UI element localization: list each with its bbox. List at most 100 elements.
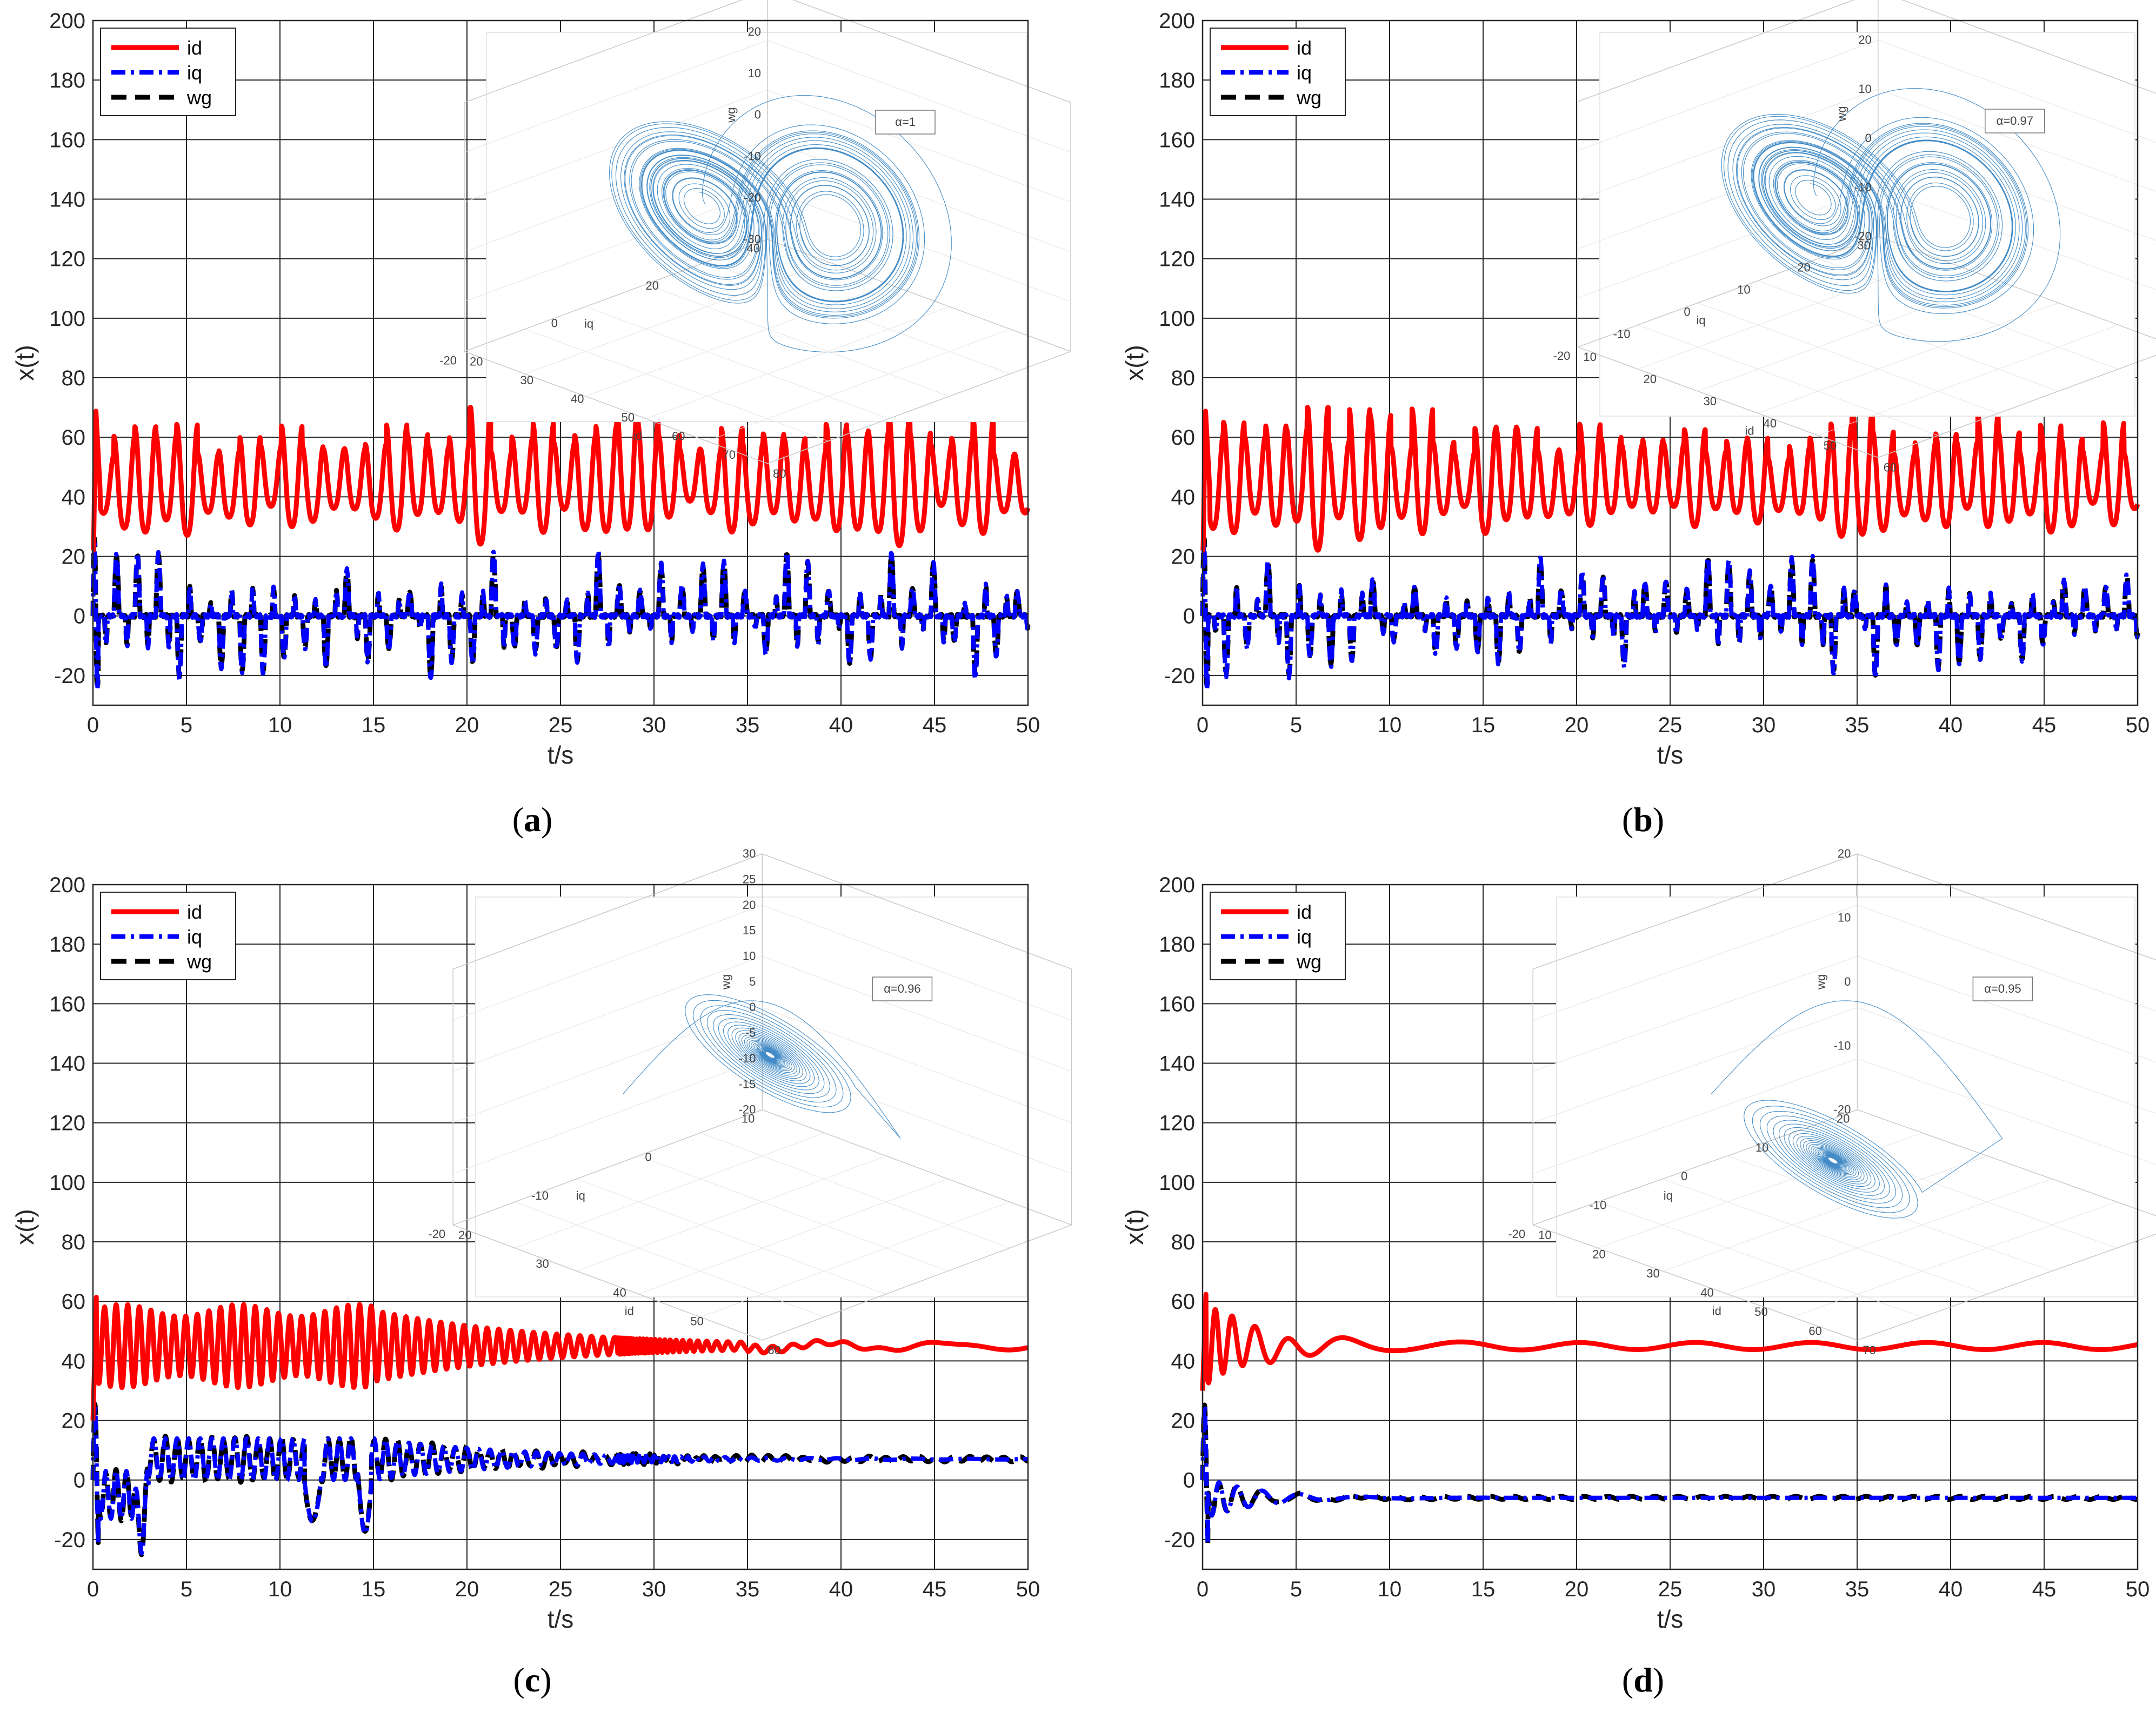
x-tick-label: 10 bbox=[1378, 713, 1402, 737]
inset-iq-tick: 10 bbox=[1755, 1141, 1768, 1154]
inset-id-tick: 20 bbox=[1592, 1247, 1605, 1261]
caption-paren-close: ) bbox=[541, 800, 552, 839]
series-iq-line bbox=[1200, 1403, 2140, 1547]
legend: id iq wg bbox=[100, 892, 236, 980]
y-tick-label: 80 bbox=[62, 1230, 86, 1254]
inset-grid-line bbox=[1727, 1155, 2052, 1272]
x-tick-label: 50 bbox=[1016, 1577, 1040, 1601]
inset-box-edge bbox=[452, 1109, 763, 1226]
caption-paren-close: ) bbox=[1653, 800, 1664, 839]
x-axis-label: t/s bbox=[548, 1605, 574, 1633]
inset-box-edge bbox=[452, 853, 763, 969]
x-tick-label: 35 bbox=[736, 713, 760, 737]
inset-wg-tick: 0 bbox=[755, 108, 761, 122]
panel-a: α=1-30-20-10010203020304050607080-200204… bbox=[11, 0, 1071, 839]
inset-phase-portrait: α=0.95 -20 -10 0 10 20 10 20 30 40 50 60 70 -20 -10 0 10… bbox=[1508, 847, 2156, 1357]
inset-alpha-label: α=0.96 bbox=[884, 982, 920, 995]
inset-grid-line bbox=[706, 329, 1010, 442]
y-tick-label: 180 bbox=[49, 933, 85, 957]
inset-box-edge bbox=[464, 0, 743, 103]
inset-grid-line bbox=[767, 90, 1071, 203]
inset-box-edge bbox=[1857, 1109, 2156, 1216]
inset-id-label: id bbox=[625, 1304, 634, 1317]
inset-wg-tick: -20 bbox=[739, 1103, 756, 1116]
inset-grid-line bbox=[464, 139, 768, 252]
x-tick-label: 45 bbox=[923, 713, 947, 737]
panel-caption: (d) bbox=[1622, 1661, 1664, 1699]
inset-id-tick: 60 bbox=[672, 430, 685, 443]
inset-box-edge bbox=[452, 1225, 763, 1341]
y-axis-label: x(t) bbox=[11, 345, 39, 380]
x-tick-label: 20 bbox=[455, 1577, 479, 1601]
x-tick-label: 45 bbox=[923, 1577, 947, 1601]
inset-grid-line bbox=[762, 1007, 1072, 1123]
inset-grid-line bbox=[1532, 1058, 1858, 1174]
inset-grid-line bbox=[585, 306, 889, 419]
y-tick-label: 20 bbox=[62, 545, 86, 569]
caption-letter: a bbox=[524, 800, 541, 839]
inset-grid-line bbox=[1638, 258, 1939, 370]
x-tick-label: 10 bbox=[1378, 1577, 1402, 1601]
x-tick-label: 30 bbox=[642, 713, 666, 737]
x-tick-label: 20 bbox=[1565, 713, 1589, 737]
y-axis-label: x(t) bbox=[1120, 345, 1149, 380]
legend-label-id: id bbox=[187, 901, 202, 923]
x-tick-label: 15 bbox=[362, 1577, 386, 1601]
inset-box-edge bbox=[762, 1225, 1072, 1341]
inset-box-edge bbox=[464, 239, 768, 352]
series-iq-line bbox=[91, 1403, 1030, 1556]
inset-id-tick: 30 bbox=[1646, 1267, 1659, 1280]
legend-label-id: id bbox=[1297, 901, 1312, 923]
inset-iq-tick: 0 bbox=[1684, 305, 1690, 318]
y-tick-label: 20 bbox=[62, 1409, 86, 1433]
inset-grid-line bbox=[1598, 1201, 1923, 1317]
x-tick-label: 50 bbox=[2126, 1577, 2150, 1601]
inset-id-tick: 20 bbox=[470, 354, 483, 368]
inset-wg-tick: 10 bbox=[748, 66, 761, 80]
inset-box-edge bbox=[1578, 346, 1879, 458]
legend-label-wg: wg bbox=[1296, 951, 1321, 973]
inset-grid-line bbox=[1698, 302, 1999, 414]
y-tick-label: 20 bbox=[1171, 1409, 1196, 1433]
inset-wg-tick: -20 bbox=[744, 191, 761, 204]
y-tick-label: -20 bbox=[1164, 664, 1195, 688]
y-tick-label: 140 bbox=[49, 1052, 85, 1076]
inset-grid-line bbox=[576, 1179, 886, 1295]
inset-id-tick: 50 bbox=[622, 411, 635, 424]
y-tick-label: -20 bbox=[54, 1528, 85, 1552]
inset-box-edge bbox=[767, 239, 1071, 352]
inset-iq-tick: 20 bbox=[1797, 261, 1810, 275]
y-tick-label: 100 bbox=[1159, 307, 1195, 331]
inset-grid-line bbox=[515, 1201, 825, 1317]
inset-box-edge bbox=[1857, 853, 2156, 961]
inset-wg-tick: -15 bbox=[739, 1077, 756, 1091]
y-tick-label: 80 bbox=[1171, 1230, 1196, 1254]
x-tick-label: 30 bbox=[1752, 713, 1776, 737]
y-tick-label: 40 bbox=[62, 485, 86, 509]
inset-box-edge bbox=[1901, 0, 2156, 94]
inset-grid-line bbox=[1792, 1132, 2117, 1248]
inset-iq-tick: 20 bbox=[646, 279, 659, 292]
inset-alpha-box bbox=[872, 976, 933, 1001]
inset-background bbox=[1599, 32, 2135, 417]
inset-grid-line bbox=[700, 1132, 1010, 1248]
x-tick-label: 5 bbox=[181, 1577, 192, 1601]
caption-paren-close: ) bbox=[540, 1661, 551, 1699]
panel-d: α=0.95-20-100102010203040506070-20-10010… bbox=[1120, 847, 2156, 1699]
y-tick-label: 0 bbox=[74, 1469, 85, 1493]
inset-grid-line bbox=[453, 1007, 763, 1123]
x-tick-label: 0 bbox=[87, 1577, 99, 1601]
x-tick-label: 45 bbox=[2032, 713, 2057, 737]
inset-grid-line bbox=[1792, 1201, 2117, 1317]
inset-box-edge bbox=[762, 853, 1072, 969]
legend-label-wg: wg bbox=[186, 86, 212, 109]
y-tick-label: 40 bbox=[62, 1349, 86, 1373]
inset-wg-label: wg bbox=[719, 974, 732, 990]
inset-grid-line bbox=[1532, 905, 1858, 1021]
axes-border bbox=[92, 884, 1029, 1570]
inset-box-edge bbox=[1578, 236, 1879, 347]
inset-trajectory bbox=[623, 994, 901, 1139]
caption-letter: c bbox=[525, 1661, 540, 1699]
inset-grid-line bbox=[762, 905, 1072, 1021]
inset-phase-portrait: α=1-30-20-10010203020304050607080-200204… bbox=[439, 0, 1071, 480]
